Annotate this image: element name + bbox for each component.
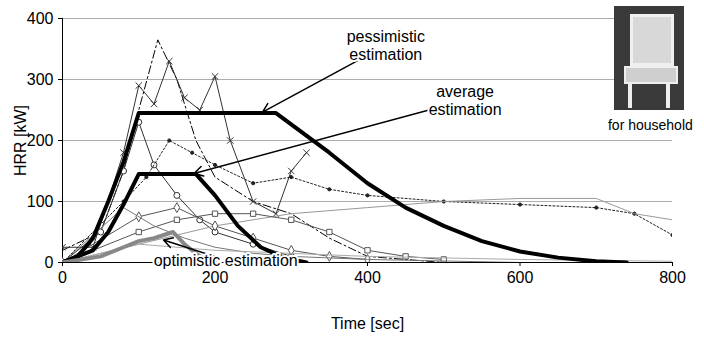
svg-text:averageestimation: averageestimation [429,83,502,118]
svg-text:600: 600 [507,269,534,286]
svg-text:optimistic estimation: optimistic estimation [154,252,298,269]
svg-text:300: 300 [27,71,54,88]
svg-text:0: 0 [45,254,54,271]
svg-text:HRR [kW]: HRR [kW] [12,105,29,176]
svg-text:400: 400 [27,10,54,27]
svg-text:0: 0 [58,269,67,286]
svg-text:200: 200 [202,269,229,286]
svg-text:400: 400 [354,269,381,286]
svg-text:100: 100 [27,193,54,210]
svg-text:200: 200 [27,132,54,149]
svg-text:800: 800 [659,269,686,286]
svg-text:pessimisticestimation: pessimisticestimation [347,28,425,63]
svg-text:Time [sec]: Time [sec] [331,315,404,332]
svg-text:for household: for household [608,117,693,133]
